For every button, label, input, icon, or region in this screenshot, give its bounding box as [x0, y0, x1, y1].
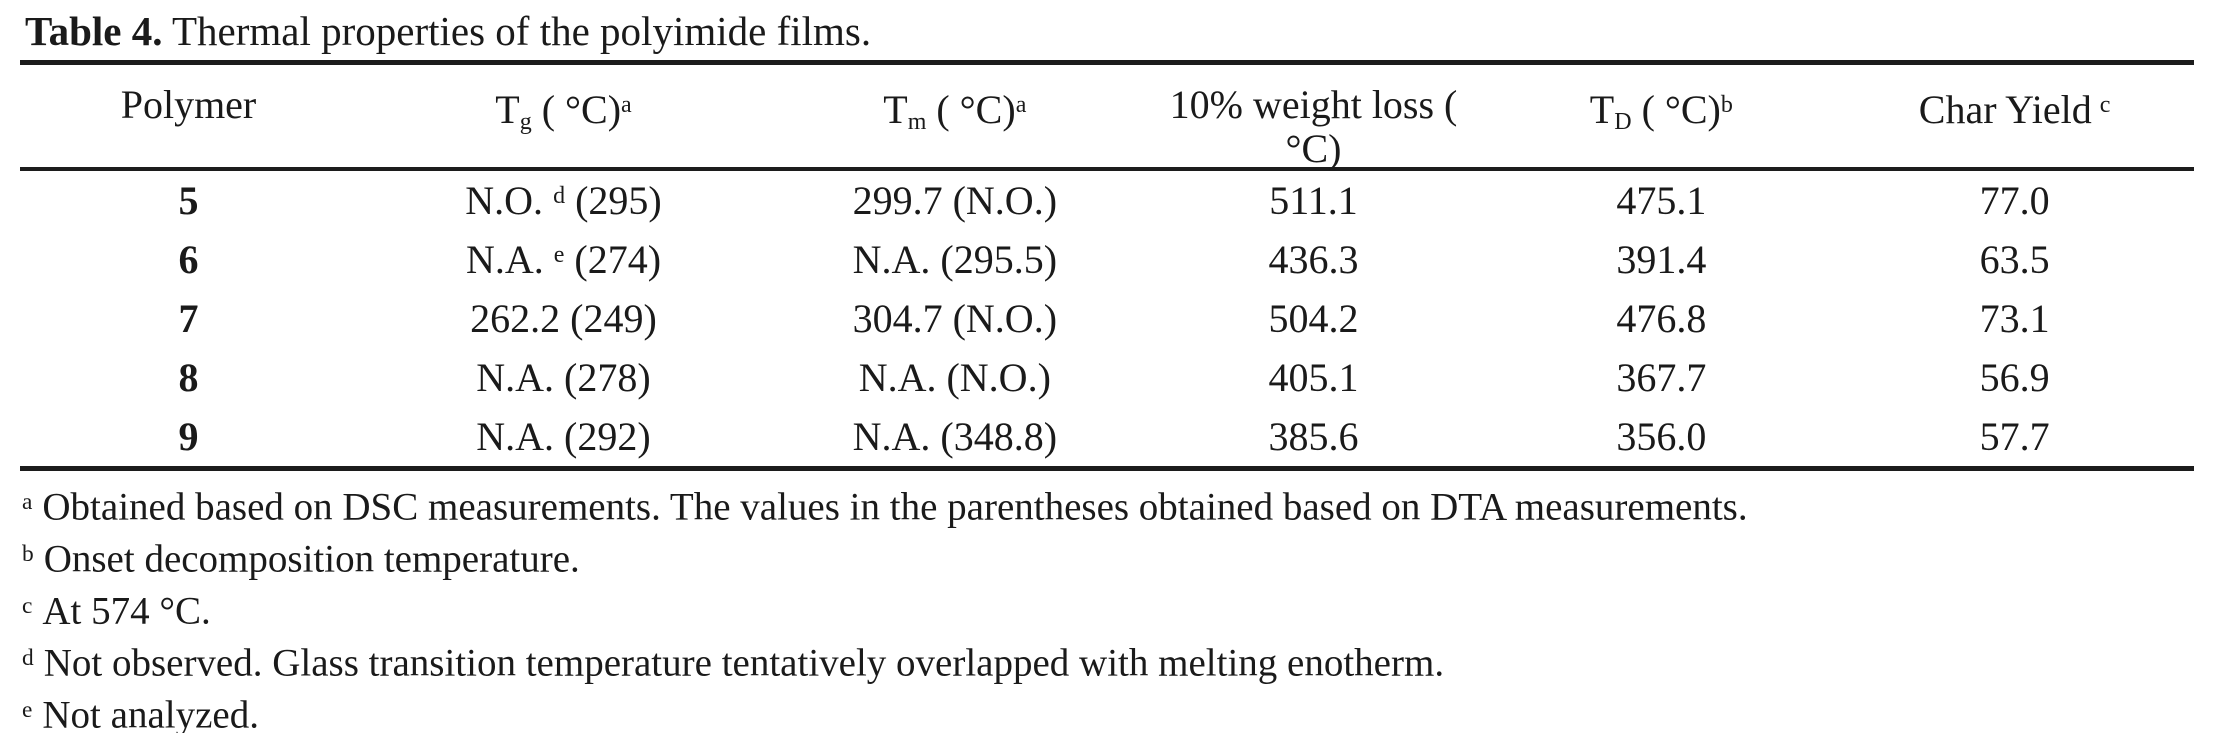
header-td-mid: ( °C)	[1631, 86, 1721, 132]
header-tm-sup: a	[1015, 92, 1027, 118]
cell-polymer: 6	[178, 237, 199, 282]
header-cell-tm: Tm ( °C)a	[770, 83, 1140, 167]
cell-char-yield: 63.5	[1979, 237, 2050, 282]
table-top-rule	[20, 60, 2194, 65]
footnote-d-text: Not observed. Glass transition temperatu…	[43, 641, 1445, 685]
table-row: 8 N.A. (278) N.A. (N.O.) 405.1 367.7 56.…	[20, 348, 2194, 407]
cell-tg: N.A. (292)	[357, 413, 770, 460]
cell-td: 475.1	[1616, 178, 1707, 223]
cell-td: 367.7	[1616, 355, 1707, 400]
footnote-e-marker: e	[22, 697, 33, 724]
cell-tg-pre: N.A. (292)	[476, 414, 651, 459]
header-tg-mid: ( °C)	[531, 86, 622, 132]
table-bottom-rule	[20, 466, 2194, 471]
cell-char-yield: 56.9	[1979, 355, 2050, 400]
cell-tm: N.A. (348.8)	[852, 414, 1058, 459]
cell-tg-pre: N.A.	[465, 237, 554, 282]
header-polymer-label: Polymer	[120, 82, 257, 127]
header-tg-base: T	[495, 86, 520, 132]
cell-tg: N.A. (278)	[357, 354, 770, 401]
footnote-a-marker: a	[22, 489, 33, 515]
cell-tg: 262.2 (249)	[357, 295, 770, 342]
cell-char-yield: 73.1	[1979, 296, 2050, 341]
footnote-b-marker: b	[22, 541, 34, 568]
footnote-e-text: Not analyzed.	[42, 693, 259, 733]
cell-tg: N.A. e (274)	[357, 236, 770, 283]
cell-tg-post: (274)	[564, 237, 662, 282]
cell-polymer: 7	[178, 296, 199, 341]
footnote-c-marker: c	[22, 593, 33, 620]
header-tm-mid: ( °C)	[926, 86, 1016, 132]
cell-weight-loss: 436.3	[1268, 237, 1359, 282]
cell-tm: 304.7 (N.O.)	[852, 296, 1058, 341]
cell-weight-loss: 405.1	[1268, 355, 1359, 400]
cell-td: 391.4	[1616, 237, 1707, 282]
footnotes: a Obtained based on DSC measurements. The…	[22, 479, 1748, 733]
thermal-properties-table: Polymer Tg ( °C)a Tm ( °C)a 10% weight l…	[20, 60, 2194, 471]
cell-tg: N.O. d (295)	[357, 177, 770, 224]
cell-tg-pre: N.A. (278)	[476, 355, 651, 400]
header-cell-td: TD ( °C)b	[1487, 83, 1835, 167]
cell-tg-pre: N.O.	[465, 178, 554, 223]
table-header-row: Polymer Tg ( °C)a Tm ( °C)a 10% weight l…	[20, 65, 2194, 171]
table-row: 6 N.A. e (274) N.A. (295.5) 436.3 391.4 …	[20, 230, 2194, 289]
cell-polymer: 5	[178, 178, 199, 223]
table-row: 5 N.O. d (295) 299.7 (N.O.) 511.1 475.1 …	[20, 171, 2194, 230]
table-row: 7 262.2 (249) 304.7 (N.O.) 504.2 476.8 7…	[20, 289, 2194, 348]
header-cell-polymer: Polymer	[20, 83, 357, 167]
header-tg-sup: a	[621, 92, 632, 118]
footnote-d-marker: d	[22, 645, 34, 672]
cell-tg-post: (295)	[565, 178, 662, 223]
cell-tg-sup: d	[553, 183, 566, 210]
cell-tm: N.A. (N.O.)	[858, 355, 1051, 400]
footnote-d: d Not observed. Glass transition temperat…	[22, 635, 1748, 687]
cell-char-yield: 57.7	[1979, 414, 2050, 459]
cell-td: 356.0	[1616, 414, 1707, 459]
header-td-base: T	[1589, 86, 1615, 132]
footnote-b-text: Onset decomposition temperature.	[43, 537, 580, 581]
header-td-sub: D	[1614, 108, 1632, 135]
cell-polymer: 8	[178, 355, 199, 400]
table-body: 5 N.O. d (295) 299.7 (N.O.) 511.1 475.1 …	[20, 171, 2194, 466]
table-caption-text: Thermal properties of the polyimide film…	[162, 8, 872, 54]
table-caption-label: Table 4.	[25, 8, 163, 54]
table-row: 9 N.A. (292) N.A. (348.8) 385.6 356.0 57…	[20, 407, 2194, 466]
footnote-a: a Obtained based on DSC measurements. The…	[22, 479, 1748, 531]
cell-weight-loss: 385.6	[1268, 414, 1359, 459]
footnote-e: e Not analyzed.	[22, 687, 1748, 733]
footnote-a-text: Obtained based on DSC measurements. The …	[42, 485, 1748, 529]
cell-polymer: 9	[178, 414, 199, 459]
cell-tm: N.A. (295.5)	[852, 237, 1058, 282]
header-cell-char-yield: Char Yield c	[1835, 83, 2194, 167]
footnote-c: c At 574 °C.	[22, 583, 1748, 635]
header-tg-sub: g	[519, 108, 532, 135]
cell-weight-loss: 504.2	[1268, 296, 1359, 341]
cell-tg-pre: 262.2 (249)	[470, 296, 657, 341]
header-cell-tg: Tg ( °C)a	[357, 83, 770, 167]
footnote-c-text: At 574 °C.	[42, 589, 211, 633]
header-char-yield-sup: c	[2099, 92, 2111, 118]
header-cell-weight-loss: 10% weight loss ( °C)	[1140, 82, 1488, 171]
header-weight-loss-line2: °C)	[1285, 126, 1342, 171]
header-tm-base: T	[883, 86, 908, 132]
header-tm-sub: m	[907, 108, 927, 135]
header-char-yield-label: Char Yield	[1918, 86, 2092, 132]
table-caption: Table 4. Thermal properties of the polyi…	[25, 8, 871, 54]
header-weight-loss-line1: 10% weight loss (	[1169, 82, 1458, 127]
table-header-rule	[20, 167, 2194, 171]
cell-char-yield: 77.0	[1979, 178, 2050, 223]
cell-weight-loss: 511.1	[1269, 178, 1358, 223]
header-td-sup: b	[1720, 92, 1733, 118]
footnote-b: b Onset decomposition temperature.	[22, 531, 1748, 583]
cell-tg-sup: e	[553, 242, 565, 269]
cell-td: 476.8	[1616, 296, 1707, 341]
cell-tm: 299.7 (N.O.)	[852, 178, 1058, 223]
